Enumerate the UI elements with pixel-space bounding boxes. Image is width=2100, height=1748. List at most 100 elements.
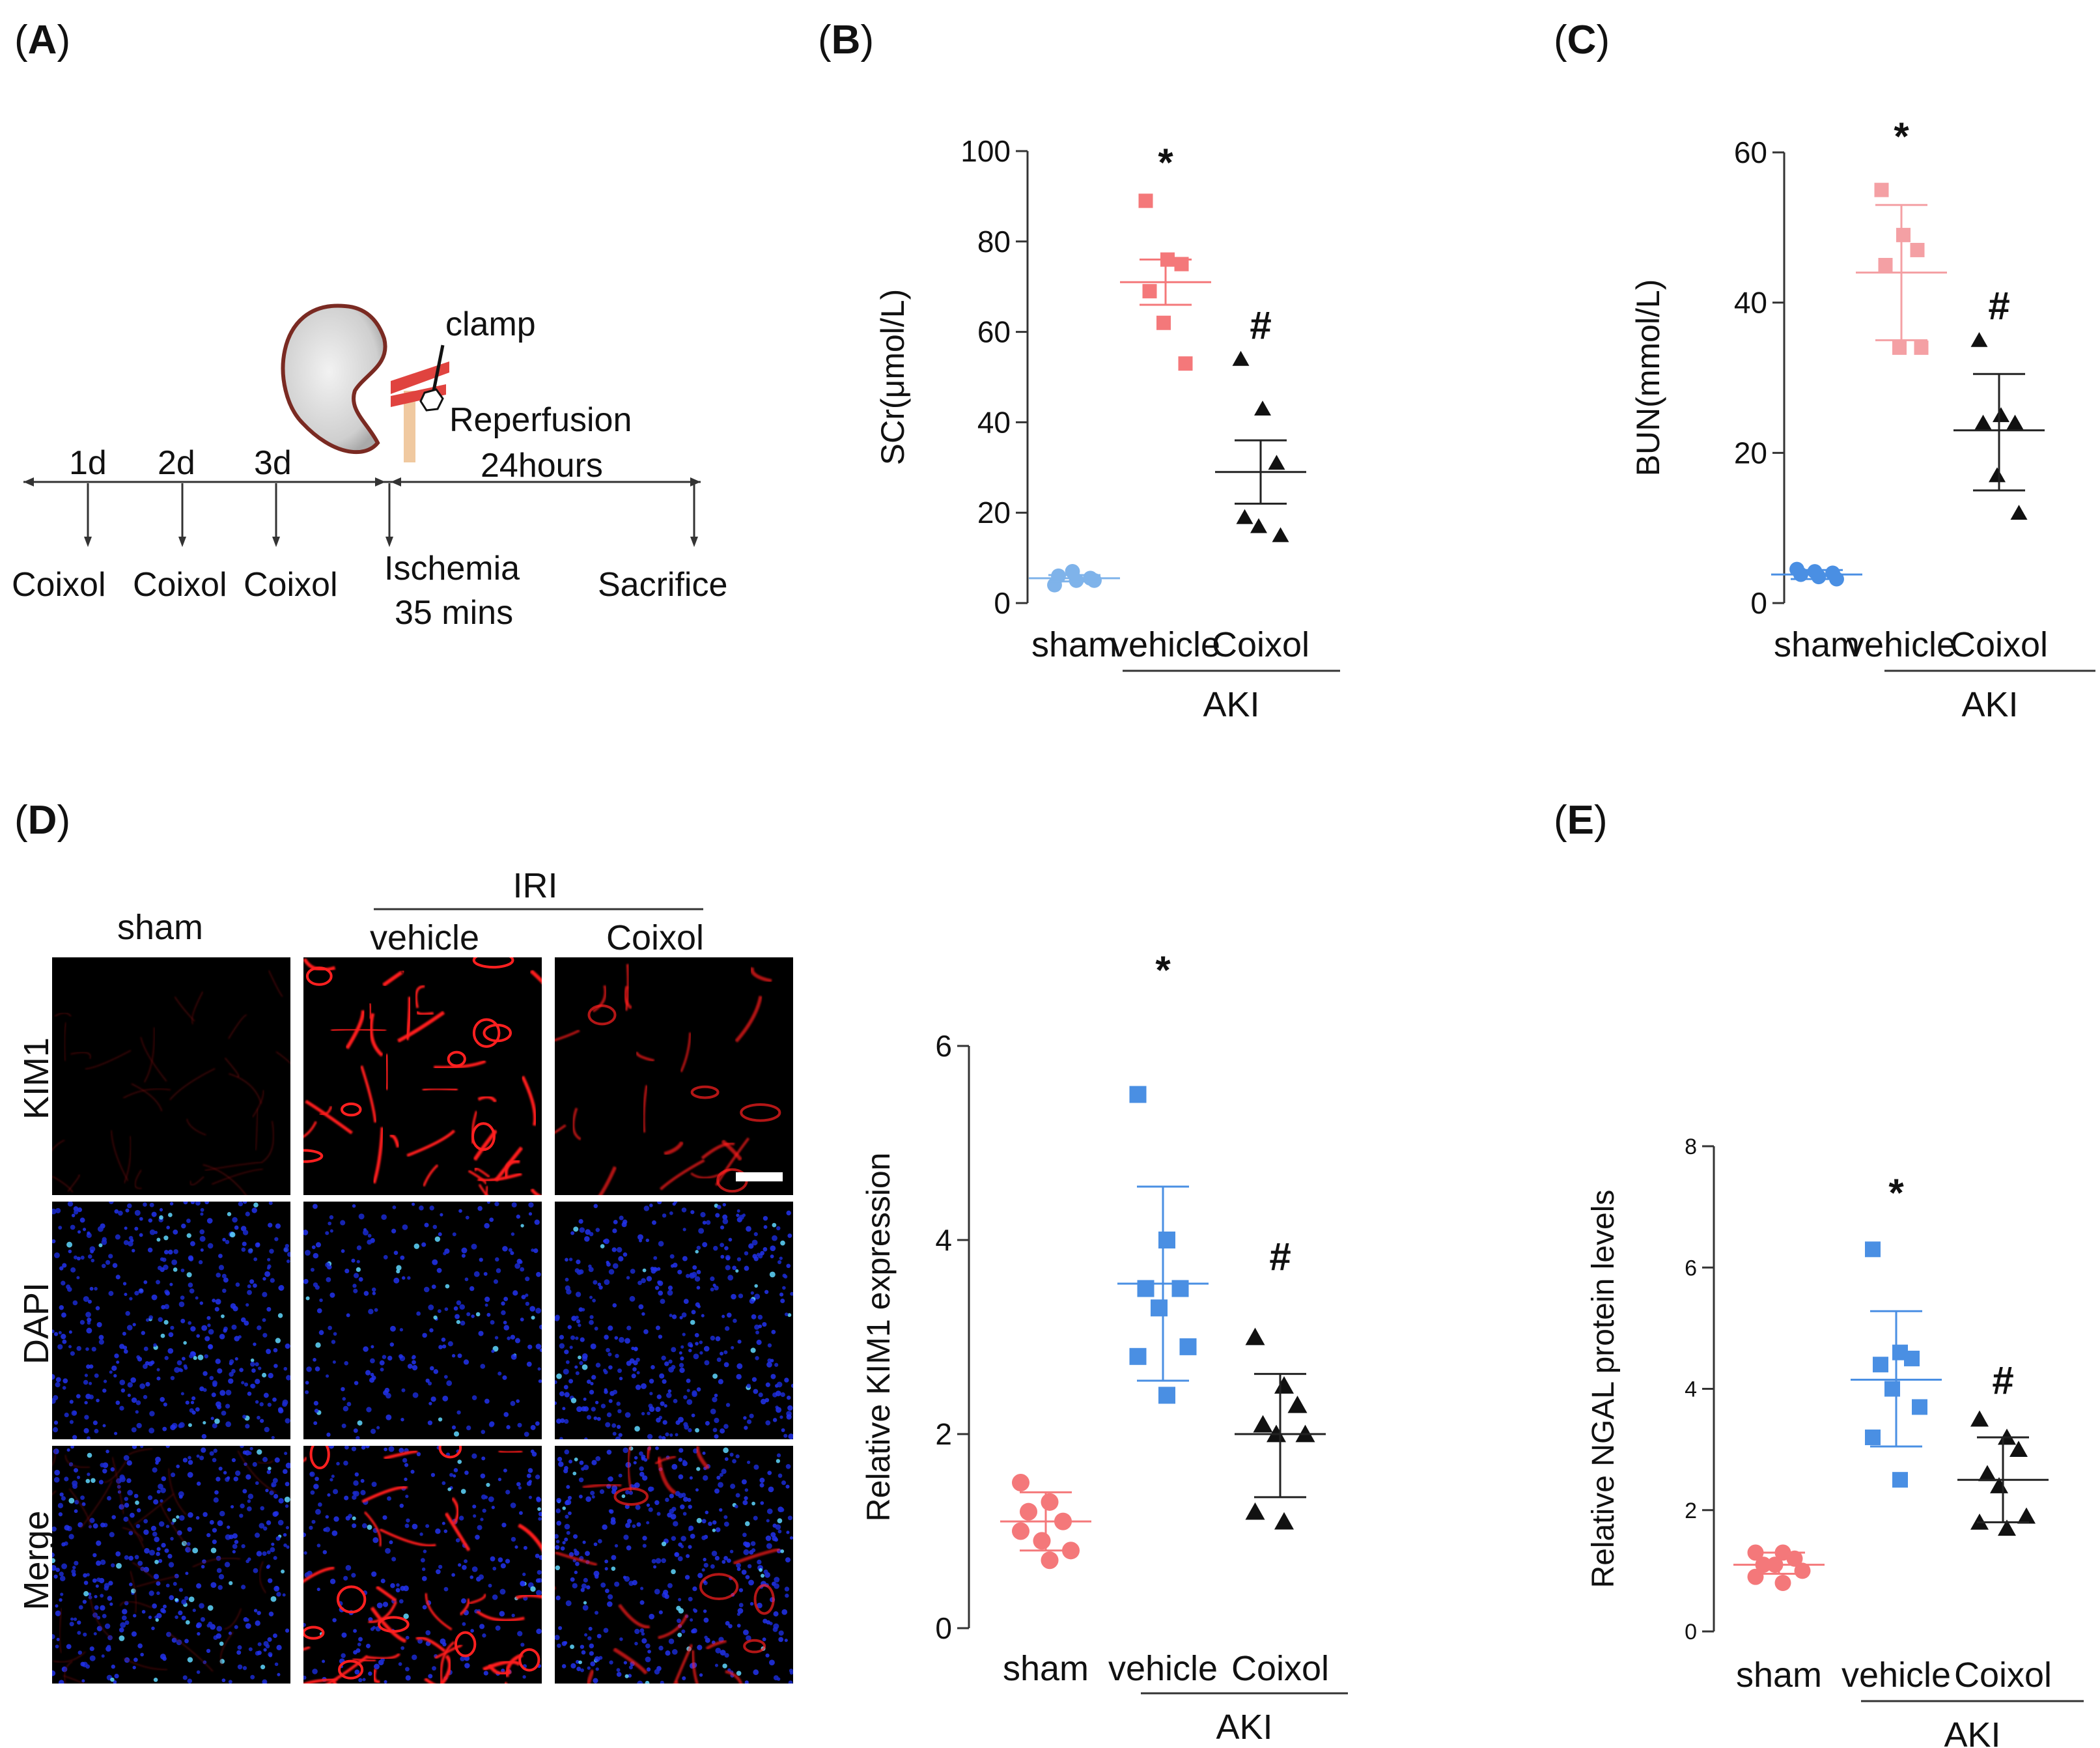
dose-label-2: Coixol bbox=[133, 566, 227, 604]
data-point bbox=[1274, 1376, 1294, 1394]
data-point bbox=[1151, 1299, 1168, 1317]
data-point bbox=[1998, 1519, 2016, 1536]
micrograph-tile bbox=[555, 1202, 793, 1439]
chart-ngal: 0 2 4 6 8 Relative NGAL protein levels sham veh… bbox=[1586, 1135, 2084, 1748]
data-point bbox=[1041, 1493, 1059, 1511]
data-point bbox=[1978, 1465, 1996, 1482]
data-point bbox=[1137, 1280, 1155, 1297]
data-point bbox=[2010, 505, 2028, 520]
data-point bbox=[1250, 518, 1267, 533]
y-axis-label: Relative KIM1 expression bbox=[860, 1153, 897, 1522]
data-point bbox=[1794, 1562, 1811, 1579]
data-point bbox=[2006, 414, 2024, 430]
x-tick-label: vehicle bbox=[1111, 625, 1220, 664]
data-point bbox=[1179, 1338, 1197, 1355]
data-point bbox=[1914, 340, 1929, 355]
y-tick-label: 4 bbox=[935, 1223, 952, 1257]
y-axis-label: Relative NGAL protein levels bbox=[1586, 1190, 1621, 1588]
data-point bbox=[1989, 467, 2006, 483]
data-point bbox=[1892, 340, 1907, 355]
y-tick-label: 40 bbox=[977, 405, 1011, 439]
y-tick-label: 40 bbox=[1734, 286, 1767, 320]
group-label: AKI bbox=[1203, 685, 1259, 724]
chart-scr: 0 20 40 60 80 100 SCr(μmol/L) shamvehicleCoixol… bbox=[875, 134, 1340, 724]
data-point bbox=[1138, 193, 1153, 208]
row-label-merge: Merge bbox=[17, 1510, 56, 1610]
data-point bbox=[1232, 350, 1250, 366]
data-point bbox=[1774, 1575, 1791, 1591]
y-tick-label: 0 bbox=[994, 586, 1011, 620]
micrograph-tile bbox=[303, 1202, 542, 1439]
data-point bbox=[1129, 1347, 1147, 1365]
col-label-coixol: Coixol bbox=[606, 918, 704, 957]
y-tick-label: 2 bbox=[935, 1417, 952, 1451]
dose-label-1: Coixol bbox=[12, 566, 106, 604]
micrograph-tile bbox=[52, 957, 290, 1195]
data-point bbox=[1041, 1551, 1059, 1570]
chart-kim1: 0 2 4 6 Relative KIM1 expression sham vehicle C… bbox=[860, 948, 1348, 1747]
data-point bbox=[2017, 1507, 2036, 1524]
iri-group-label: IRI bbox=[512, 866, 557, 905]
data-point bbox=[1245, 1502, 1265, 1520]
data-point bbox=[1274, 1512, 1294, 1530]
data-point bbox=[1993, 407, 2009, 423]
group-label: AKI bbox=[1216, 1708, 1272, 1747]
data-point bbox=[1874, 182, 1889, 197]
data-point bbox=[1970, 331, 1988, 347]
significance-star: * bbox=[1158, 141, 1173, 184]
col-label-vehicle: vehicle bbox=[370, 918, 479, 957]
y-tick-label: 100 bbox=[960, 134, 1011, 168]
data-point bbox=[1011, 1473, 1030, 1492]
data-point bbox=[1878, 258, 1893, 272]
x-tick-label: vehicle bbox=[1841, 1656, 1951, 1695]
panel-b: (B) 0 20 40 60 80 100 SCr(μmol/L) shamvehicleCo… bbox=[818, 18, 1340, 724]
x-tick-label: vehicle bbox=[1847, 625, 1956, 664]
group-label: AKI bbox=[1961, 685, 2018, 724]
y-tick-label: 6 bbox=[1685, 1256, 1697, 1280]
y-tick-label: 4 bbox=[1685, 1377, 1697, 1402]
scale-bar bbox=[736, 1172, 783, 1181]
row-label-kim1: KIM1 bbox=[17, 1037, 56, 1120]
significance-star: * bbox=[1155, 948, 1171, 992]
data-point bbox=[1892, 1472, 1908, 1488]
data-point bbox=[1033, 1532, 1051, 1550]
dose-label-3: Coixol bbox=[244, 566, 338, 604]
day-3-label: 3d bbox=[254, 444, 292, 482]
data-point bbox=[1268, 455, 1285, 470]
data-point bbox=[1747, 1568, 1764, 1585]
ischemia-duration-label: 35 mins bbox=[395, 594, 513, 632]
data-point bbox=[1910, 242, 1925, 257]
panel-a-letter: (A) bbox=[14, 18, 70, 63]
y-tick-label: 20 bbox=[977, 496, 1011, 529]
y-tick-label: 0 bbox=[1750, 586, 1767, 620]
data-point bbox=[1158, 1387, 1175, 1404]
reperfusion-label: Reperfusion bbox=[449, 401, 632, 439]
reperfusion-duration-label: 24hours bbox=[481, 447, 603, 485]
micrograph-tile bbox=[52, 1202, 290, 1439]
data-point bbox=[1873, 1357, 1888, 1373]
group-label: AKI bbox=[1944, 1715, 2000, 1748]
micrograph-grid bbox=[52, 957, 793, 1684]
panel-d-letter: (D) bbox=[14, 798, 70, 843]
x-tick-label: sham bbox=[1736, 1656, 1822, 1695]
significance-hash: # bbox=[1269, 1235, 1291, 1278]
data-point bbox=[1786, 1550, 1803, 1567]
y-axis-label: SCr(μmol/L) bbox=[875, 289, 911, 465]
significance-hash: # bbox=[1992, 1359, 2013, 1402]
y-tick-label: 6 bbox=[935, 1029, 952, 1063]
x-tick-label: Coixol bbox=[1231, 1649, 1329, 1688]
x-tick-label: sham bbox=[1031, 625, 1117, 664]
significance-star: * bbox=[1888, 1171, 1904, 1215]
data-point bbox=[1254, 401, 1271, 416]
day-2-label: 2d bbox=[158, 444, 195, 482]
significance-hash: # bbox=[1250, 303, 1271, 347]
data-point bbox=[1970, 1410, 1989, 1427]
y-tick-label: 60 bbox=[1734, 135, 1767, 169]
x-tick-label: sham bbox=[1003, 1649, 1089, 1688]
data-point bbox=[1065, 563, 1080, 579]
data-point bbox=[1011, 1522, 1030, 1540]
x-tick-label: Coixol bbox=[1954, 1656, 2052, 1695]
micrograph-tile bbox=[555, 957, 793, 1195]
